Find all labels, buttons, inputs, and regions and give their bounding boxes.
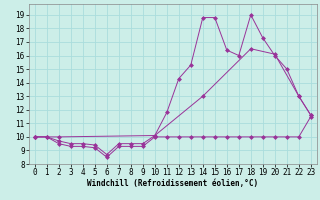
X-axis label: Windchill (Refroidissement éolien,°C): Windchill (Refroidissement éolien,°C) [87,179,258,188]
